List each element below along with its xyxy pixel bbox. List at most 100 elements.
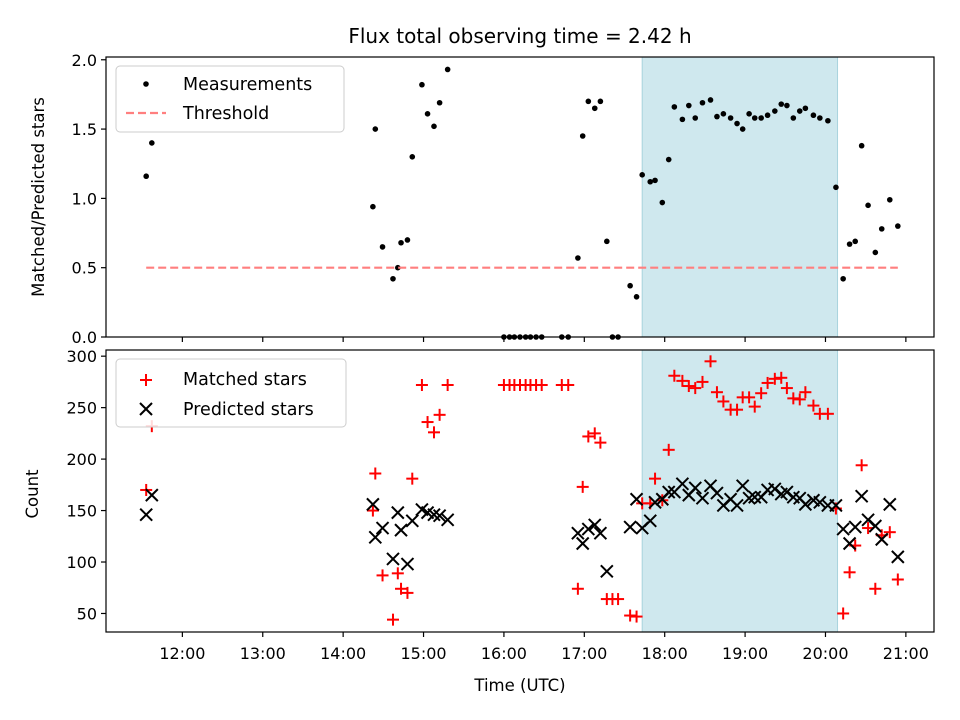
matched-stars-point xyxy=(366,504,379,517)
measurement-point xyxy=(772,108,778,114)
matched-stars-point xyxy=(787,392,800,405)
bottom-panel: 50 100 150 200 250 300 12:00 13:00 14:00 15:00 16… xyxy=(23,347,935,695)
bottom-x-axis: 12:00 13:00 14:00 15:00 16:00 17:00 18:00 19:00… xyxy=(159,632,929,663)
matched-stars-point xyxy=(780,382,793,395)
top-legend: Measurements Threshold xyxy=(115,65,345,133)
predicted-stars-point xyxy=(695,491,710,505)
matched-stars-point xyxy=(793,393,806,406)
bottom-y-axis-label: Count xyxy=(23,469,42,519)
measurement-point xyxy=(379,244,386,250)
bottom-y-axis: 50 100 150 200 250 300 xyxy=(66,347,106,623)
measurement-point xyxy=(671,104,678,110)
x-tick-label: 17:00 xyxy=(561,644,607,663)
measurement-point xyxy=(591,105,598,112)
matched-stars-point xyxy=(649,472,662,485)
measurement-point xyxy=(699,99,706,106)
matched-stars-point xyxy=(662,443,675,456)
top-series-layer xyxy=(143,66,901,340)
measurement-point xyxy=(727,115,734,121)
predicted-stars-point xyxy=(648,495,662,510)
predicted-stars-point xyxy=(854,489,869,503)
predicted-stars-point xyxy=(440,513,455,527)
matched-stars-point xyxy=(395,582,408,595)
legend-measurements-label: Measurements xyxy=(183,75,312,95)
matched-stars-point xyxy=(855,459,868,472)
matched-stars-point xyxy=(571,582,584,595)
measurement-point xyxy=(751,115,758,121)
legend-predicted-marker xyxy=(139,402,153,416)
measurement-point xyxy=(149,140,155,146)
matched-stars-point xyxy=(743,391,756,404)
x-tick-label: 19:00 xyxy=(722,644,768,663)
y-tick-label: 300 xyxy=(66,347,97,366)
y-tick-label: 0.0 xyxy=(72,328,97,347)
predicted-stars-point xyxy=(662,485,676,499)
top-axes-frame xyxy=(105,56,935,338)
measurement-point xyxy=(833,184,839,191)
measurement-point xyxy=(372,126,379,132)
predicted-stars-point xyxy=(575,536,590,551)
matched-stars-point xyxy=(562,378,575,391)
matched-stars-point xyxy=(612,593,625,606)
measurement-point xyxy=(840,275,846,282)
chart-title: Flux total observing time = 2.42 h xyxy=(348,24,691,48)
y-tick-label: 200 xyxy=(66,450,97,469)
x-tick-label: 20:00 xyxy=(802,644,848,663)
matched-stars-point xyxy=(891,573,904,586)
measurement-point xyxy=(886,196,893,203)
measurement-point xyxy=(627,282,633,289)
measurement-point xyxy=(639,172,645,178)
y-tick-label: 1.5 xyxy=(72,120,97,139)
matched-stars-point xyxy=(761,376,774,389)
matched-stars-point xyxy=(594,436,607,449)
predicted-stars-point xyxy=(868,519,883,533)
predicted-stars-point xyxy=(829,498,843,513)
predicted-stars-point xyxy=(600,564,614,578)
matched-stars-point xyxy=(710,386,723,399)
matched-stars-point xyxy=(689,382,702,395)
measurement-point xyxy=(692,115,699,121)
matched-stars-point xyxy=(376,569,389,582)
predicted-stars-point xyxy=(432,508,447,523)
matched-stars-point xyxy=(369,467,382,480)
measurement-point xyxy=(597,98,604,105)
matched-stars-point xyxy=(624,609,637,622)
matched-stars-point xyxy=(535,378,548,391)
legend-predicted-label: Predicted stars xyxy=(183,400,314,420)
predicted-stars-point xyxy=(883,497,897,512)
predicted-stars-point xyxy=(798,497,813,512)
matched-stars-point xyxy=(799,386,812,399)
predicted-stars-point xyxy=(366,497,380,512)
bottom-axes-frame xyxy=(105,349,935,633)
x-tick-label: 13:00 xyxy=(240,644,286,663)
predicted-stars-point xyxy=(813,495,827,510)
legend-measurements-marker xyxy=(143,81,149,87)
predicted-stars-point xyxy=(593,526,608,540)
y-tick-label: 1.0 xyxy=(72,189,97,208)
matched-stars-point xyxy=(391,567,404,580)
measurement-point xyxy=(647,178,654,185)
matched-stars-point xyxy=(441,378,454,391)
top-y-axis-label: Matched/Predicted stars xyxy=(29,97,48,297)
measurement-point xyxy=(746,111,752,117)
predicted-stars-point xyxy=(836,522,850,536)
predicted-stars-point xyxy=(842,536,857,551)
measurement-point xyxy=(872,249,879,256)
predicted-stars-point xyxy=(875,532,889,547)
top-y-axis: 0.0 0.5 1.0 1.5 2.0 xyxy=(72,51,106,347)
bottom-x-axis-label: Time (UTC) xyxy=(473,676,565,695)
predicted-stars-point xyxy=(730,498,744,513)
matched-stars-point xyxy=(837,607,850,620)
measurement-point xyxy=(390,275,396,282)
measurement-point xyxy=(444,66,451,73)
matched-stars-point xyxy=(582,430,595,443)
x-tick-label: 14:00 xyxy=(320,644,366,663)
matched-stars-point xyxy=(588,427,601,440)
x-tick-label: 16:00 xyxy=(481,644,527,663)
measurement-point xyxy=(395,264,401,271)
predicted-stars-point xyxy=(391,505,405,520)
measurement-point xyxy=(707,97,714,103)
measurement-point xyxy=(370,203,376,210)
matched-stars-point xyxy=(731,403,744,416)
